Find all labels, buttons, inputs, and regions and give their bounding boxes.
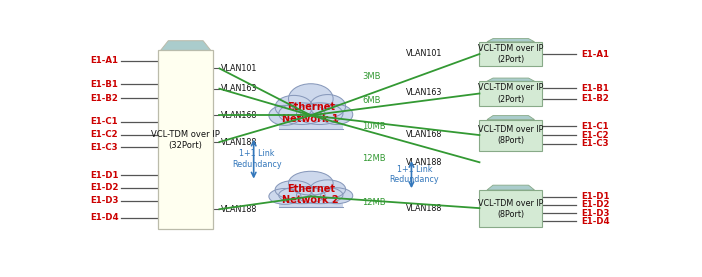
Text: VLAN188: VLAN188 [220, 137, 257, 147]
FancyBboxPatch shape [479, 120, 542, 151]
Ellipse shape [275, 95, 312, 119]
Text: 1+1 Link
Redundancy: 1+1 Link Redundancy [390, 165, 439, 184]
Text: VCL-TDM over IP
(32Port): VCL-TDM over IP (32Port) [151, 130, 220, 150]
Polygon shape [487, 78, 534, 81]
Polygon shape [487, 185, 534, 190]
Ellipse shape [321, 188, 352, 204]
Text: E1-B1: E1-B1 [91, 80, 119, 89]
Text: VLAN188: VLAN188 [406, 204, 442, 213]
Polygon shape [487, 39, 534, 42]
Text: 3MB: 3MB [362, 73, 381, 81]
Text: 10MB: 10MB [362, 122, 386, 130]
Text: VLAN168: VLAN168 [406, 130, 442, 139]
Polygon shape [487, 116, 534, 120]
Text: E1-D4: E1-D4 [581, 217, 610, 226]
Text: E1-B1: E1-B1 [581, 84, 609, 93]
Text: E1-B2: E1-B2 [581, 94, 609, 103]
Ellipse shape [296, 186, 343, 204]
Text: VCL-TDM over IP
(2Port): VCL-TDM over IP (2Port) [478, 44, 543, 64]
Text: E1-D2: E1-D2 [91, 183, 119, 192]
Text: VCL-TDM over IP
(2Port): VCL-TDM over IP (2Port) [478, 83, 543, 104]
FancyBboxPatch shape [279, 194, 343, 207]
Ellipse shape [296, 103, 343, 124]
Text: E1-C1: E1-C1 [581, 122, 609, 131]
Ellipse shape [279, 103, 325, 124]
Text: VCL-TDM over IP
(8Port): VCL-TDM over IP (8Port) [478, 199, 543, 219]
FancyBboxPatch shape [479, 42, 542, 66]
Polygon shape [161, 41, 211, 50]
Ellipse shape [275, 181, 312, 199]
Text: 1+1 Link
Redundancy: 1+1 Link Redundancy [232, 149, 282, 169]
Ellipse shape [321, 104, 352, 124]
Ellipse shape [289, 171, 333, 195]
Text: VLAN101: VLAN101 [406, 49, 442, 58]
Text: Ethernet
Network 1: Ethernet Network 1 [282, 102, 339, 124]
Text: E1-D1: E1-D1 [91, 171, 119, 179]
Text: VCL-TDM over IP
(8Port): VCL-TDM over IP (8Port) [478, 125, 543, 145]
Text: E1-C3: E1-C3 [581, 139, 609, 148]
Ellipse shape [279, 186, 325, 204]
Text: Ethernet
Network 2: Ethernet Network 2 [282, 184, 339, 205]
Ellipse shape [310, 180, 345, 198]
Text: E1-D3: E1-D3 [581, 209, 610, 218]
Text: E1-C3: E1-C3 [91, 143, 118, 152]
Text: E1-B2: E1-B2 [91, 94, 119, 103]
Text: VLAN168: VLAN168 [220, 111, 257, 120]
Text: E1-D1: E1-D1 [581, 192, 610, 201]
Text: VLAN163: VLAN163 [220, 84, 257, 93]
FancyBboxPatch shape [479, 190, 542, 227]
Text: 6MB: 6MB [362, 96, 381, 105]
Text: E1-C2: E1-C2 [91, 130, 118, 139]
Text: E1-A1: E1-A1 [581, 50, 609, 58]
Text: 12MB: 12MB [362, 153, 386, 163]
Text: E1-D4: E1-D4 [91, 213, 119, 222]
FancyBboxPatch shape [279, 113, 343, 129]
FancyBboxPatch shape [159, 50, 213, 229]
Ellipse shape [310, 94, 345, 118]
Text: E1-D2: E1-D2 [581, 201, 610, 209]
Text: VLAN163: VLAN163 [406, 88, 442, 98]
Text: E1-D3: E1-D3 [91, 196, 119, 205]
Ellipse shape [269, 105, 301, 125]
Text: 12MB: 12MB [362, 198, 386, 207]
Ellipse shape [269, 188, 301, 204]
Ellipse shape [289, 84, 333, 114]
Text: E1-A1: E1-A1 [91, 57, 119, 65]
Text: VLAN188: VLAN188 [406, 158, 442, 167]
Text: E1-C1: E1-C1 [91, 117, 118, 126]
Text: VLAN101: VLAN101 [220, 64, 257, 73]
Text: E1-C2: E1-C2 [581, 130, 609, 140]
FancyBboxPatch shape [479, 81, 542, 106]
Text: VLAN188: VLAN188 [220, 205, 257, 214]
